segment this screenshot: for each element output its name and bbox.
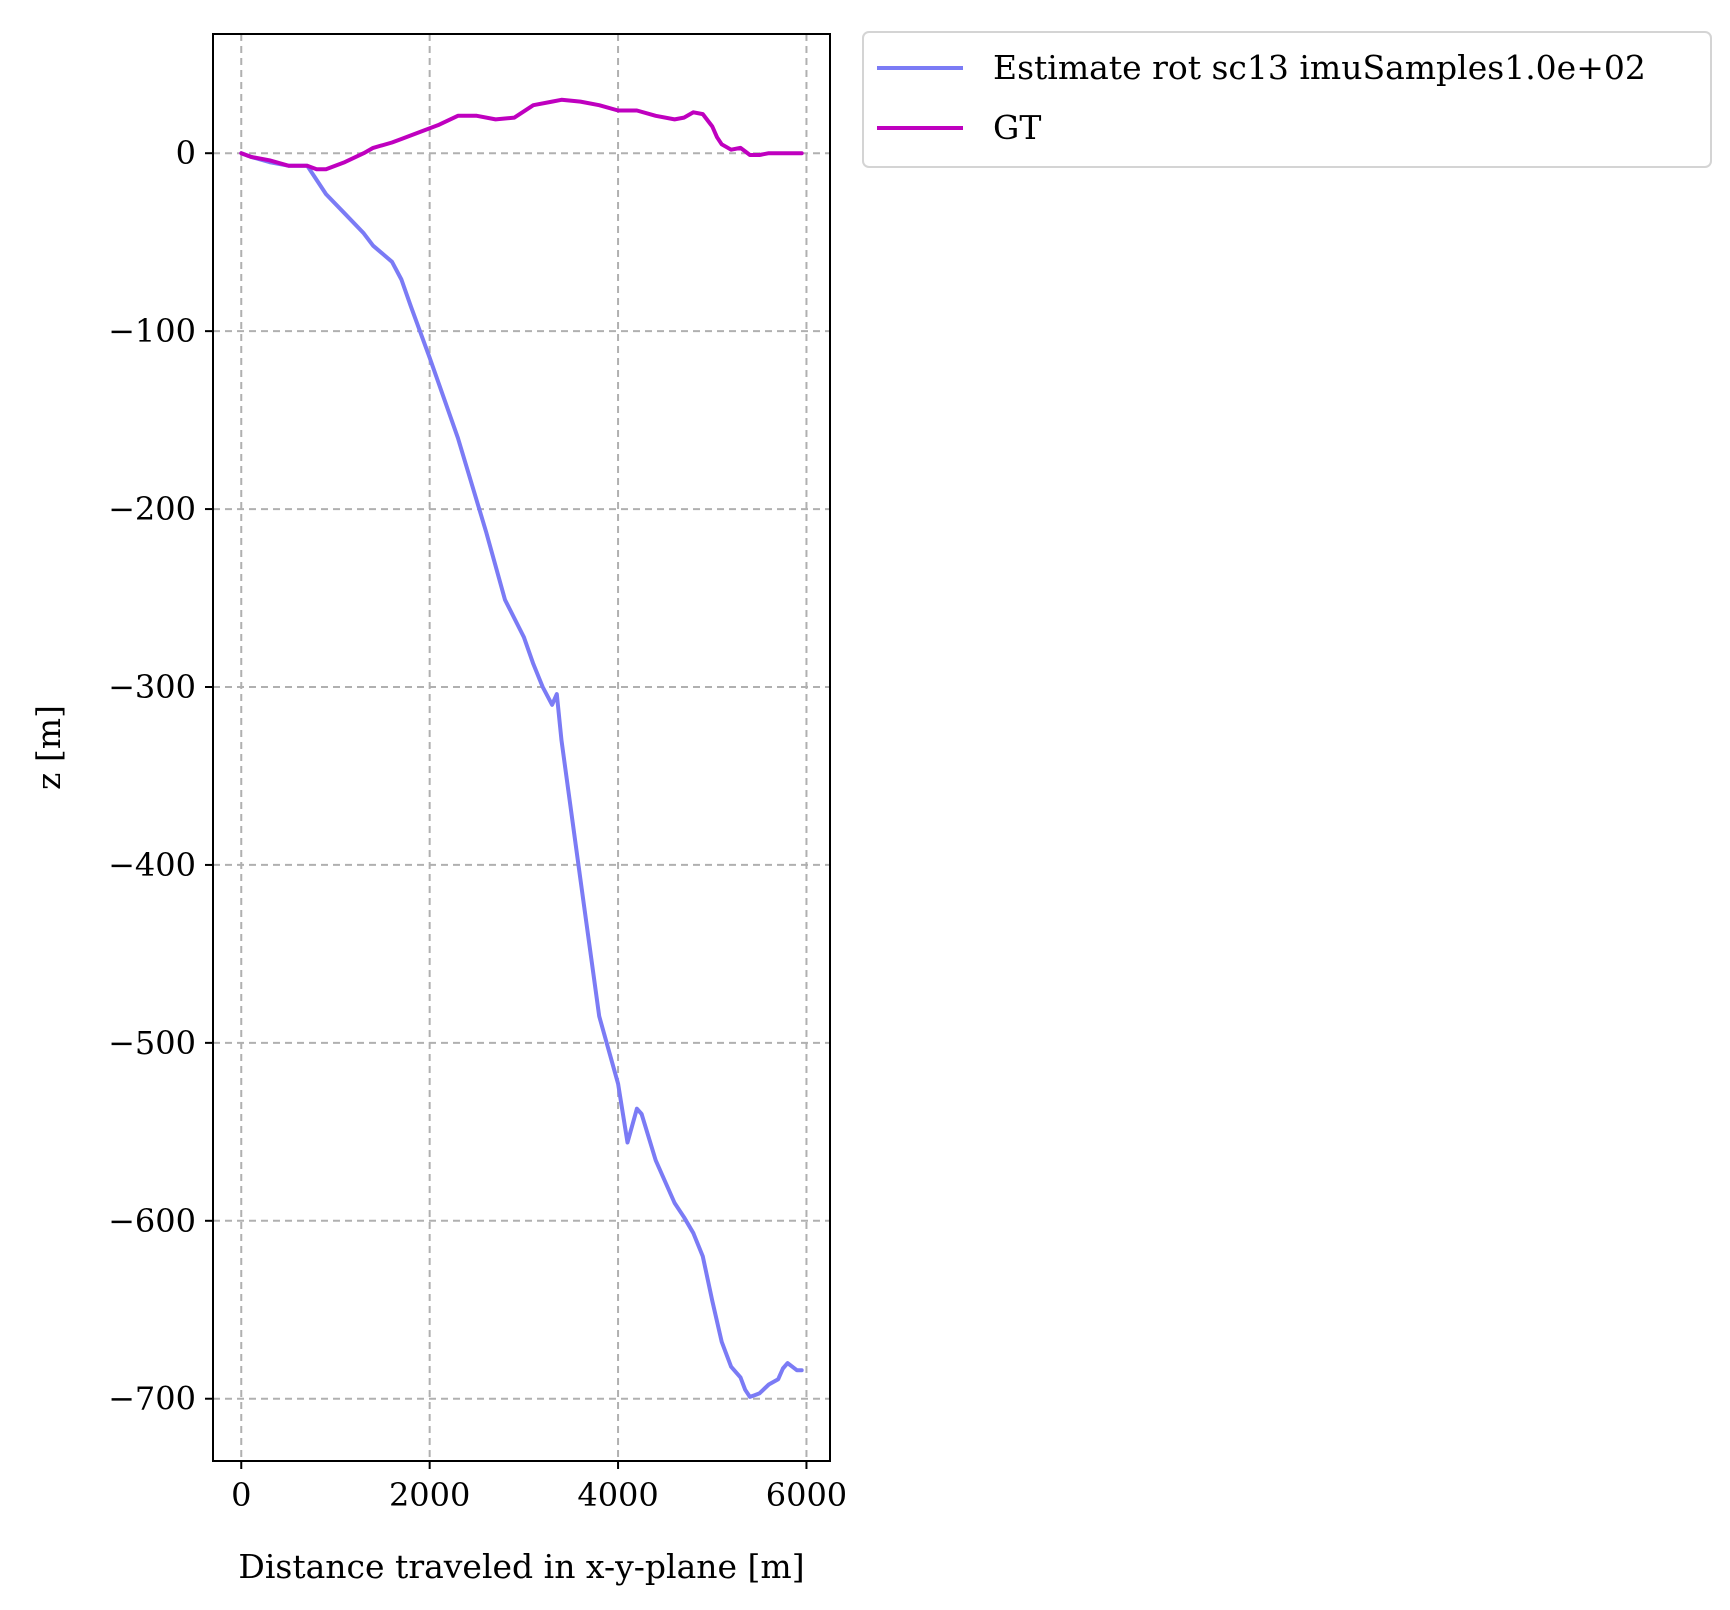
plot-series [239,97,804,1399]
x-tick-label: 0 [231,1476,251,1514]
y-tick-label: −300 [108,668,196,706]
x-tick-label: 2000 [389,1476,470,1514]
legend-box [862,31,1712,168]
y-tick-label: −700 [108,1380,196,1418]
y-tick-label: −100 [108,312,196,350]
x-tick-label: 4000 [577,1476,658,1514]
y-tick-label: −200 [108,490,196,528]
y-tick-label: −600 [108,1202,196,1240]
legend-label-estimate: Estimate rot sc13 imuSamples1.0e+02 [993,48,1646,87]
axis-ticks: 0 2000 4000 6000 0 −100 −200 −300 −400 −500 −600 −7… [108,134,847,1514]
y-axis-label: z [m] [29,705,68,790]
legend-label-gt: GT [993,108,1041,147]
grid [213,34,830,1461]
y-tick-label: −400 [108,846,196,884]
series-line-estimate [239,151,804,1399]
x-tick-label: 6000 [766,1476,847,1514]
x-axis-label: Distance traveled in x-y-plane [m] [238,1547,804,1586]
legend: Estimate rot sc13 imuSamples1.0e+02 GT [862,31,1712,168]
y-tick-label: 0 [176,134,196,172]
plot-frame [212,33,831,1462]
y-tick-label: −500 [108,1024,196,1062]
series-line-gt [239,97,804,172]
